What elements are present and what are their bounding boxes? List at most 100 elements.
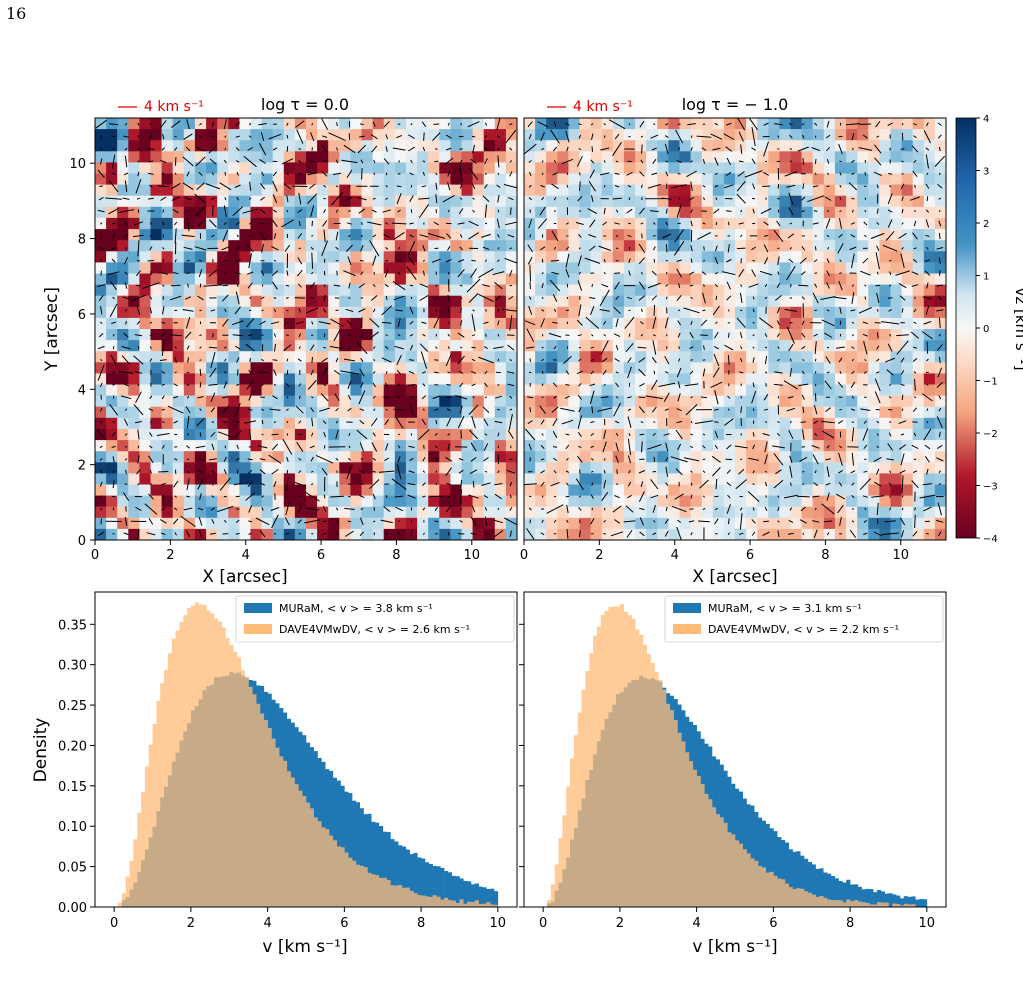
- hist-bar: [781, 839, 786, 907]
- hist-bar: [259, 713, 265, 907]
- hist-bar: [290, 777, 295, 907]
- hist-xtick-label: 0: [110, 916, 118, 931]
- hist-bar: [754, 860, 759, 907]
- hist-bar: [800, 855, 805, 907]
- hist-bar: [819, 895, 824, 907]
- hist-bar: [788, 887, 793, 907]
- hist-bar: [857, 886, 862, 907]
- hist-bar: [486, 889, 491, 907]
- hist-bar: [198, 604, 203, 907]
- legend-label-dave-left: DAVE4VMwDV, < v > = 2.6 km s⁻¹: [279, 623, 470, 636]
- hist-bar: [367, 872, 372, 907]
- hist-bar: [811, 864, 816, 907]
- hist-bar: [375, 875, 380, 907]
- hist-bar: [294, 784, 299, 907]
- hist-bar: [252, 694, 257, 907]
- hist-bar: [451, 875, 456, 907]
- hist-bar: [777, 878, 782, 907]
- hist-bar: [282, 760, 288, 907]
- hist-ytick-label: 0.05: [58, 861, 87, 876]
- map-xtick-label: 6: [317, 548, 325, 563]
- hist-bar: [440, 867, 445, 907]
- hist-bar: [371, 821, 376, 907]
- hist-bar: [202, 604, 207, 907]
- hist-xtick-label: 10: [490, 916, 507, 931]
- hist-bar: [474, 900, 479, 907]
- hist-bar: [144, 766, 150, 907]
- map-xtick-label: 4: [671, 548, 679, 563]
- hist-bar: [911, 896, 916, 907]
- hist-bar: [317, 821, 322, 907]
- hist-bar: [451, 900, 456, 907]
- legend-swatch-muram-right: [673, 603, 701, 613]
- hist-bar: [428, 863, 433, 907]
- hist-bar: [444, 871, 449, 907]
- hist-bar: [884, 902, 889, 907]
- hist-bar: [401, 887, 407, 907]
- hist-bar: [355, 864, 361, 907]
- hist-xlabel-left: v [km s⁻¹]: [262, 937, 347, 957]
- histogram-right: [547, 604, 928, 907]
- hist-bar: [842, 882, 847, 907]
- map-title-right: log τ = − 1.0: [682, 95, 789, 114]
- hist-bar: [344, 852, 349, 907]
- hist-bar: [696, 776, 701, 907]
- hist-bar: [348, 857, 353, 907]
- colorbar-label: vz [km s⁻¹]: [1012, 287, 1023, 370]
- hist-bar: [570, 758, 575, 907]
- colorbar-tick-label: 4: [983, 114, 989, 125]
- hist-bar: [627, 615, 632, 907]
- hist-bar: [846, 899, 851, 907]
- hist-bar: [861, 902, 866, 907]
- hist-bar: [340, 847, 345, 907]
- hist-bar: [861, 889, 866, 907]
- hist-bar: [375, 822, 380, 907]
- hist-bar: [133, 839, 138, 907]
- hist-bar: [171, 638, 176, 907]
- hist-bar: [612, 606, 617, 907]
- hist-bar: [221, 627, 226, 907]
- hist-bar: [455, 902, 460, 907]
- hist-bar: [738, 843, 743, 907]
- hist-xticks-right: 0 2 4 6 8 10: [539, 907, 935, 931]
- hist-bar: [662, 689, 667, 907]
- hist-bar: [589, 653, 594, 907]
- hist-bar: [421, 858, 426, 907]
- colorbar: 4 3 2 1 0 −1 −2 −3 −4 vz [km s⁻¹]: [955, 114, 1023, 545]
- hist-bar: [884, 893, 889, 907]
- histogram-panel-right: 0 2 4 6 8 10 v [km s⁻¹] MURaM, < v > = 3.1 km…: [519, 591, 947, 957]
- hist-ytick-label: 0.20: [58, 739, 87, 754]
- hist-bar: [459, 878, 464, 907]
- hist-bar: [286, 771, 291, 907]
- hist-bar: [562, 815, 567, 907]
- hist-bar: [769, 871, 774, 907]
- hist-ytick-label: 0.00: [58, 901, 87, 916]
- hist-ytick-label: 0.15: [58, 780, 87, 795]
- hist-bar: [190, 605, 196, 907]
- hist-bar: [834, 878, 839, 907]
- page-number: 16: [6, 4, 27, 23]
- hist-bar: [673, 719, 678, 907]
- hist-bar: [486, 902, 491, 907]
- legend-label-muram-right: MURaM, < v > = 3.1 km s⁻¹: [708, 602, 862, 615]
- hist-bar: [470, 901, 476, 907]
- hist-bar: [409, 890, 414, 907]
- hist-bar: [493, 891, 499, 907]
- hist-bar: [876, 902, 882, 907]
- histogram-panel-left: 0 2 4 6 8 10 0.00 0.05 0.10 0.15 0.20 0.25 0.30 0.35…: [31, 591, 518, 957]
- hist-series-dave: [547, 604, 916, 907]
- legend-swatch-muram-left: [244, 603, 272, 613]
- hist-bar: [838, 880, 843, 907]
- map-xlabel-left: X [arcsec]: [202, 567, 287, 587]
- hist-bar: [669, 710, 674, 907]
- hist-bar: [585, 670, 590, 907]
- hist-bar: [129, 860, 134, 907]
- hist-bar: [896, 895, 901, 907]
- hist-bar: [581, 689, 586, 907]
- hist-bar: [731, 834, 736, 907]
- hist-bar: [750, 805, 755, 907]
- hist-bar: [398, 885, 403, 907]
- hist-bar: [444, 897, 449, 907]
- hist-bar: [850, 901, 855, 907]
